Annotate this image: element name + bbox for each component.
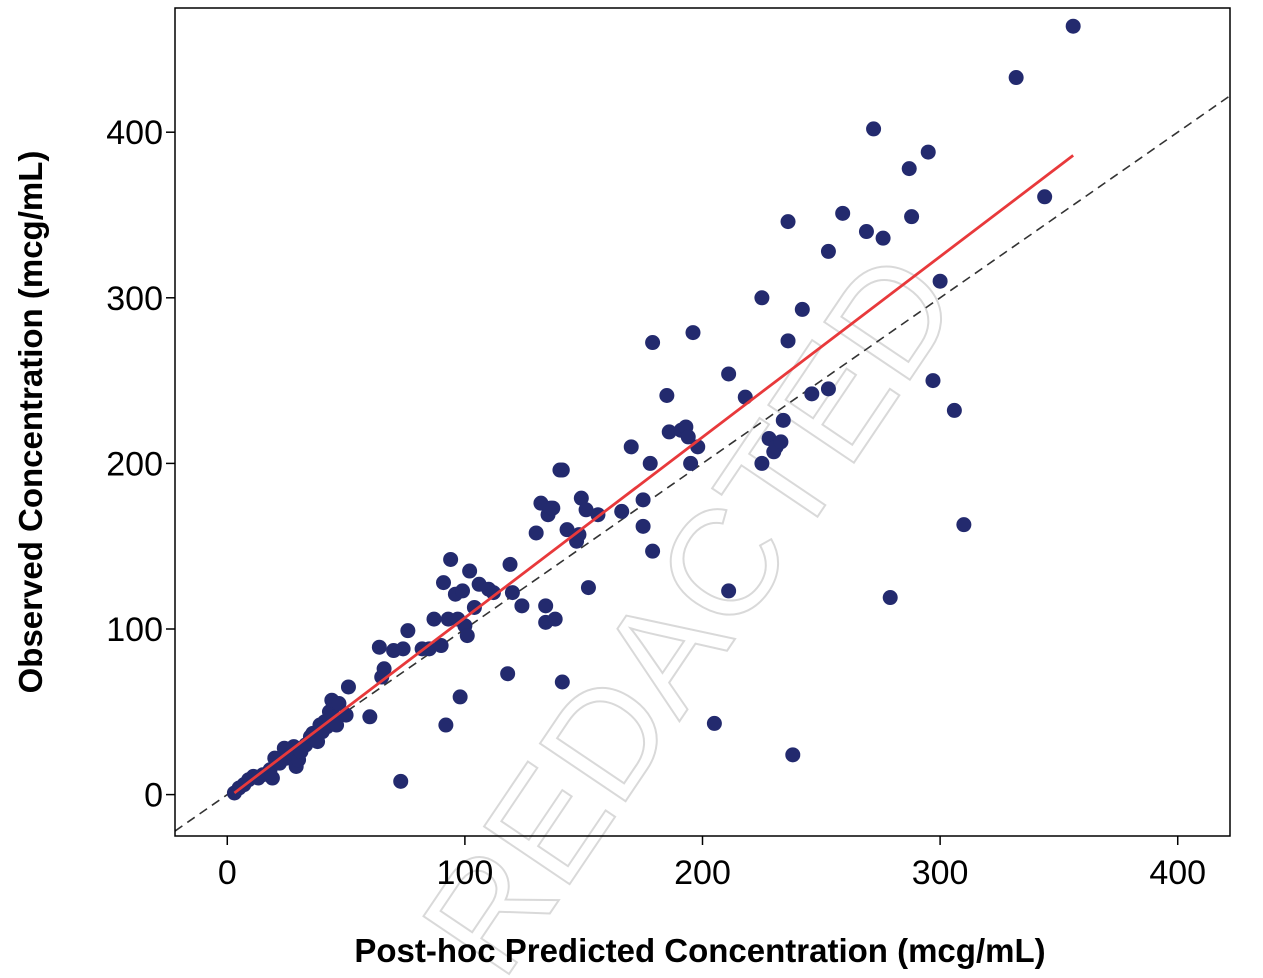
- y-tick-label: 0: [144, 777, 163, 815]
- data-point: [426, 611, 442, 627]
- x-tick-label: 300: [912, 854, 969, 892]
- x-tick-label: 400: [1149, 854, 1206, 892]
- data-point: [443, 551, 459, 567]
- data-point: [642, 455, 658, 471]
- data-point: [559, 522, 575, 538]
- data-point: [554, 462, 570, 478]
- data-point: [737, 389, 753, 405]
- data-point: [614, 503, 630, 519]
- data-point: [573, 490, 589, 506]
- data-point: [775, 412, 791, 428]
- data-points: [226, 18, 1081, 801]
- data-point: [571, 527, 587, 543]
- data-point: [455, 583, 471, 599]
- data-point: [393, 773, 409, 789]
- data-point: [635, 518, 651, 534]
- data-point: [780, 333, 796, 349]
- data-point: [858, 224, 874, 240]
- data-point: [785, 747, 801, 763]
- data-point: [721, 366, 737, 382]
- x-axis-ticks: 0 100 200 300 400: [218, 836, 1206, 892]
- data-point: [400, 623, 416, 639]
- data-point: [773, 434, 789, 450]
- data-point: [794, 301, 810, 317]
- data-point: [331, 696, 347, 712]
- data-point: [376, 661, 392, 677]
- data-point: [645, 335, 661, 351]
- data-point: [635, 492, 651, 508]
- y-tick-label: 100: [106, 611, 163, 649]
- data-point: [925, 373, 941, 389]
- fit-line: [233, 154, 1075, 795]
- identity-line: [174, 95, 1231, 832]
- data-point: [932, 273, 948, 289]
- y-axis-ticks: 0 100 200 300 400: [106, 114, 175, 815]
- x-axis-title: Post-hoc Predicted Concentration (mcg/mL…: [354, 932, 1045, 969]
- x-tick-label: 0: [218, 854, 237, 892]
- data-point: [554, 674, 570, 690]
- data-point: [1065, 18, 1081, 34]
- data-point: [901, 161, 917, 177]
- data-point: [882, 590, 898, 606]
- y-tick-label: 400: [106, 114, 163, 152]
- data-point: [340, 679, 356, 695]
- data-point: [835, 205, 851, 221]
- data-point: [578, 502, 594, 518]
- data-point: [462, 563, 478, 579]
- data-point: [754, 455, 770, 471]
- data-point: [1008, 70, 1024, 86]
- data-point: [1037, 189, 1053, 205]
- data-point: [904, 209, 920, 225]
- data-point: [754, 290, 770, 306]
- data-point: [545, 500, 561, 516]
- data-point: [683, 455, 699, 471]
- data-point: [338, 707, 354, 723]
- data-point: [820, 381, 836, 397]
- plot-area: [174, 18, 1231, 832]
- data-point: [538, 598, 554, 614]
- data-point: [436, 575, 452, 591]
- data-point: [502, 556, 518, 572]
- data-point: [528, 525, 544, 541]
- y-axis-title: Observed Concentration (mcg/mL): [12, 151, 49, 694]
- data-point: [459, 628, 475, 644]
- data-point: [645, 543, 661, 559]
- data-point: [438, 717, 454, 733]
- data-point: [866, 121, 882, 137]
- y-tick-label: 300: [106, 280, 163, 318]
- data-point: [920, 144, 936, 160]
- data-point: [433, 638, 449, 654]
- x-tick-label: 100: [437, 854, 494, 892]
- data-point: [452, 689, 468, 705]
- y-tick-label: 200: [106, 445, 163, 483]
- data-point: [706, 715, 722, 731]
- data-point: [500, 666, 516, 682]
- data-point: [946, 402, 962, 418]
- x-tick-label: 200: [674, 854, 731, 892]
- data-point: [780, 214, 796, 230]
- data-point: [721, 583, 737, 599]
- data-point: [371, 639, 387, 655]
- data-point: [820, 243, 836, 259]
- data-point: [661, 424, 677, 440]
- data-point: [547, 611, 563, 627]
- data-point: [659, 388, 675, 404]
- data-point: [875, 230, 891, 246]
- data-point: [395, 641, 411, 657]
- data-point: [804, 386, 820, 402]
- data-point: [623, 439, 639, 455]
- data-point: [264, 770, 280, 786]
- data-point: [485, 585, 501, 601]
- data-point: [466, 599, 482, 615]
- data-point: [685, 325, 701, 341]
- data-point: [956, 517, 972, 533]
- data-point: [329, 717, 345, 733]
- data-point: [362, 709, 378, 725]
- data-point: [421, 641, 437, 657]
- data-point: [504, 585, 520, 601]
- data-point: [680, 429, 696, 445]
- data-point: [580, 580, 596, 596]
- data-point: [514, 598, 530, 614]
